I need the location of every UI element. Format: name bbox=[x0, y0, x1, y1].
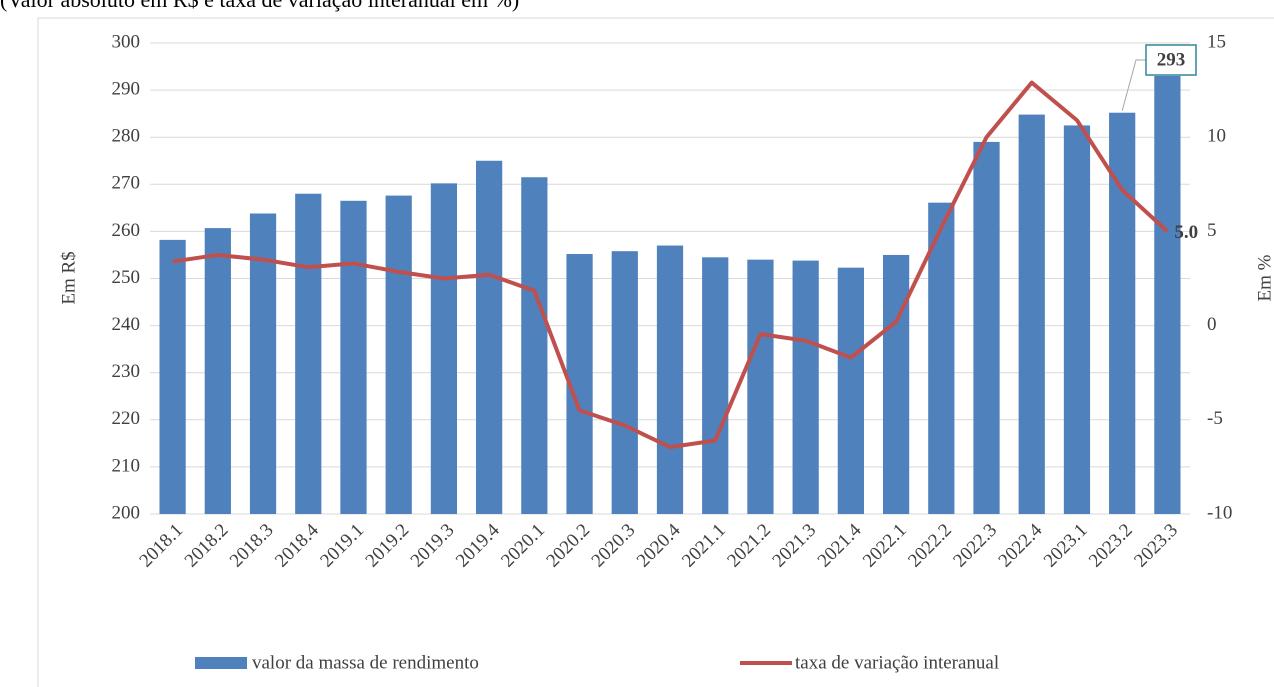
x-tick-label: 2021.3 bbox=[768, 520, 820, 572]
bar bbox=[611, 251, 638, 514]
x-tick-label: 2019.3 bbox=[407, 520, 459, 572]
bar bbox=[476, 160, 503, 514]
y-axis-label: Em R$ bbox=[58, 251, 79, 304]
y-tick-label: 280 bbox=[112, 126, 141, 147]
bar bbox=[928, 202, 955, 514]
bar bbox=[656, 245, 684, 514]
y2-tick-label: 5 bbox=[1207, 220, 1217, 241]
bar bbox=[837, 267, 864, 514]
y-tick-label: 230 bbox=[112, 361, 141, 382]
y-tick-label: 270 bbox=[112, 173, 141, 194]
legend-swatch bbox=[195, 657, 247, 669]
bar bbox=[882, 254, 910, 514]
bar bbox=[747, 259, 774, 514]
bar bbox=[340, 200, 367, 514]
x-tick-label: 2021.4 bbox=[814, 519, 866, 571]
chart-border bbox=[37, 17, 1274, 687]
x-tick-label: 2020.4 bbox=[633, 519, 685, 571]
bar bbox=[204, 228, 231, 514]
bar bbox=[702, 257, 729, 514]
y-tick-label: 250 bbox=[112, 267, 141, 288]
x-tick-label: 2022.1 bbox=[859, 520, 911, 572]
line bbox=[172, 80, 1169, 450]
x-tick-label: 2019.2 bbox=[362, 520, 414, 572]
y-tick-label: 220 bbox=[112, 408, 141, 429]
x-tick-label: 2018.1 bbox=[135, 520, 187, 572]
x-tick-label: 2018.3 bbox=[226, 520, 278, 572]
label-leader bbox=[1121, 59, 1146, 111]
bar bbox=[792, 260, 819, 514]
legend-label: valor da massa de rendimento bbox=[252, 652, 479, 673]
y2-tick-label: 10 bbox=[1207, 126, 1226, 147]
bar bbox=[249, 213, 277, 514]
y-tick-label: 300 bbox=[112, 31, 141, 52]
bar bbox=[1154, 75, 1181, 514]
x-tick-label: 2021.2 bbox=[723, 520, 775, 572]
bar bbox=[1063, 125, 1091, 515]
bar bbox=[385, 195, 412, 514]
y-tick-label: 210 bbox=[112, 455, 141, 476]
y2-tick-label: 15 bbox=[1207, 31, 1226, 52]
bar bbox=[430, 183, 458, 514]
legend-label: taxa de variação interanual bbox=[795, 652, 999, 673]
data-label: 5.0 bbox=[1174, 222, 1198, 243]
x-tick-label: 2019.1 bbox=[316, 520, 368, 572]
y2-tick-label: -5 bbox=[1207, 408, 1223, 429]
x-tick-label: 2019.4 bbox=[452, 519, 504, 571]
y2-tick-label: -10 bbox=[1207, 502, 1232, 523]
bar bbox=[1018, 114, 1045, 514]
x-tick-label: 2020.3 bbox=[588, 520, 640, 572]
x-tick-label: 2023.3 bbox=[1130, 520, 1182, 572]
y-tick-label: 240 bbox=[112, 314, 141, 335]
x-tick-label: 2021.1 bbox=[678, 520, 730, 572]
data-label: 293 bbox=[1157, 49, 1186, 70]
y-tick-label: 260 bbox=[112, 220, 141, 241]
bar bbox=[295, 193, 322, 514]
x-tick-label: 2018.2 bbox=[181, 520, 233, 572]
y-tick-label: 200 bbox=[112, 502, 141, 523]
x-tick-label: 2018.4 bbox=[271, 519, 323, 571]
x-tick-label: 2022.4 bbox=[995, 519, 1047, 571]
x-tick-label: 2020.2 bbox=[542, 520, 594, 572]
y-tick-label: 290 bbox=[112, 78, 141, 99]
x-tick-label: 2023.2 bbox=[1085, 520, 1137, 572]
x-tick-label: 2022.2 bbox=[904, 520, 956, 572]
bar bbox=[521, 177, 548, 515]
x-tick-label: 2022.3 bbox=[949, 520, 1001, 572]
bar bbox=[159, 239, 186, 515]
x-tick-label: 2020.1 bbox=[497, 520, 549, 572]
y2-tick-label: 0 bbox=[1207, 314, 1217, 335]
bar bbox=[973, 141, 1000, 514]
label-box bbox=[1145, 44, 1197, 76]
y2-axis-label: Em % bbox=[1254, 254, 1274, 301]
chart-subtitle: (Valor absoluto em R$ e taxa de variação… bbox=[0, 0, 519, 12]
x-tick-label: 2023.1 bbox=[1040, 520, 1092, 572]
